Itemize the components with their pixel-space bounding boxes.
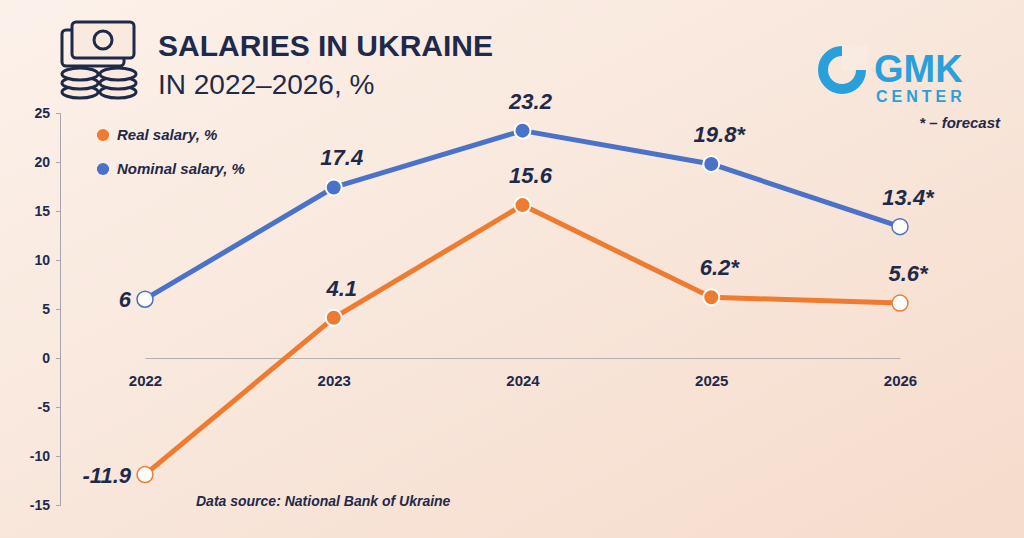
y-tick <box>56 309 60 310</box>
legend-marker <box>97 129 109 141</box>
y-tick-label: -15 <box>30 497 50 513</box>
y-tick-label: -10 <box>30 448 50 464</box>
y-tick-group: -15 <box>30 497 60 513</box>
data-label: 5.6* <box>888 261 929 286</box>
data-label: 6.2* <box>700 255 741 280</box>
y-tick-group: -10 <box>30 448 60 464</box>
y-tick-label: 25 <box>34 105 50 121</box>
data-label: -11.9 <box>82 463 131 488</box>
x-tick-label: 2025 <box>695 372 728 389</box>
x-axis-line <box>146 358 901 359</box>
y-tick <box>56 407 60 408</box>
x-tick-group: 2025 <box>695 358 728 389</box>
data-point <box>326 310 342 326</box>
data-point <box>326 179 342 195</box>
series-line <box>145 205 900 475</box>
y-tick-group: 5 <box>42 301 60 317</box>
series-line <box>145 131 900 300</box>
y-tick <box>56 162 60 163</box>
y-tick-label: 15 <box>34 203 50 219</box>
x-tick-label: 2024 <box>506 372 540 389</box>
y-tick-group: 20 <box>34 154 60 170</box>
x-tick-group: 2023 <box>318 358 351 389</box>
data-point <box>137 291 153 307</box>
x-tick-group: 2026 <box>884 358 917 389</box>
y-tick-group: 0 <box>42 350 60 366</box>
plot-marks <box>137 123 908 483</box>
chart-root: SALARIES IN UKRAINE IN 2022–2026, % GMKCEN… <box>0 0 1024 538</box>
x-tick-label: 2026 <box>884 372 917 389</box>
data-labels: -11.9 4.1 15.6 6.2* 5.6* 6 17.4 23.2 19.8* 13.4* <box>82 89 935 488</box>
x-tick-label: 2023 <box>318 372 351 389</box>
data-label: 6 <box>119 287 132 312</box>
y-tick-group: 15 <box>34 203 60 219</box>
logo <box>823 45 868 89</box>
y-tick <box>56 456 60 457</box>
x-tick-group: 2022 <box>129 358 162 389</box>
legend-marker <box>97 163 109 175</box>
data-point <box>703 289 719 305</box>
forecast-note: * – forecast <box>919 114 1001 131</box>
y-tick <box>56 358 60 359</box>
x-axis: 2022 2023 2024 2025 2026 <box>129 358 917 389</box>
y-tick <box>56 113 60 114</box>
x-tick-label: 2022 <box>129 372 162 389</box>
data-label: 15.6 <box>509 163 553 188</box>
y-tick-label: 10 <box>34 252 50 268</box>
data-point <box>892 295 908 311</box>
data-point <box>137 467 153 483</box>
data-label: 13.4* <box>882 185 935 210</box>
y-tick-group: -5 <box>38 399 60 415</box>
data-label: 23.2 <box>508 89 553 114</box>
data-point <box>892 219 908 235</box>
y-tick <box>56 211 60 212</box>
subtitle: IN 2022–2026, % <box>158 69 374 100</box>
logo-text: GMK <box>874 48 963 90</box>
legend-label: Real salary, % <box>117 126 217 143</box>
x-tick-group: 2024 <box>506 358 540 389</box>
y-axis-line <box>56 114 61 506</box>
legend-label: Nominal salary, % <box>117 160 245 177</box>
title-icon <box>62 22 136 98</box>
data-point <box>515 197 531 213</box>
data-point <box>515 123 531 139</box>
data-label: 17.4 <box>320 145 363 170</box>
y-tick <box>56 505 60 506</box>
logo-subtext: CENTER <box>876 88 966 105</box>
y-tick-label: 20 <box>34 154 50 170</box>
legend: Real salary, % Nominal salary, % <box>97 126 245 177</box>
y-tick-group: 25 <box>34 105 60 121</box>
source-note: Data source: National Bank of Ukraine <box>196 493 451 509</box>
y-axis: -15 -10 -5 0 5 10 15 20 25 <box>30 105 61 513</box>
title: SALARIES IN UKRAINE <box>158 29 493 62</box>
data-label: 19.8* <box>694 122 747 147</box>
data-point <box>703 156 719 172</box>
data-label: 4.1 <box>325 276 357 301</box>
background <box>0 0 1024 538</box>
y-tick-group: 10 <box>34 252 60 268</box>
y-tick-label: -5 <box>38 399 51 415</box>
y-tick <box>56 260 60 261</box>
y-tick-label: 0 <box>42 350 50 366</box>
legend-entry: Nominal salary, % <box>97 160 245 177</box>
y-tick-label: 5 <box>42 301 50 317</box>
legend-entry: Real salary, % <box>97 126 217 143</box>
